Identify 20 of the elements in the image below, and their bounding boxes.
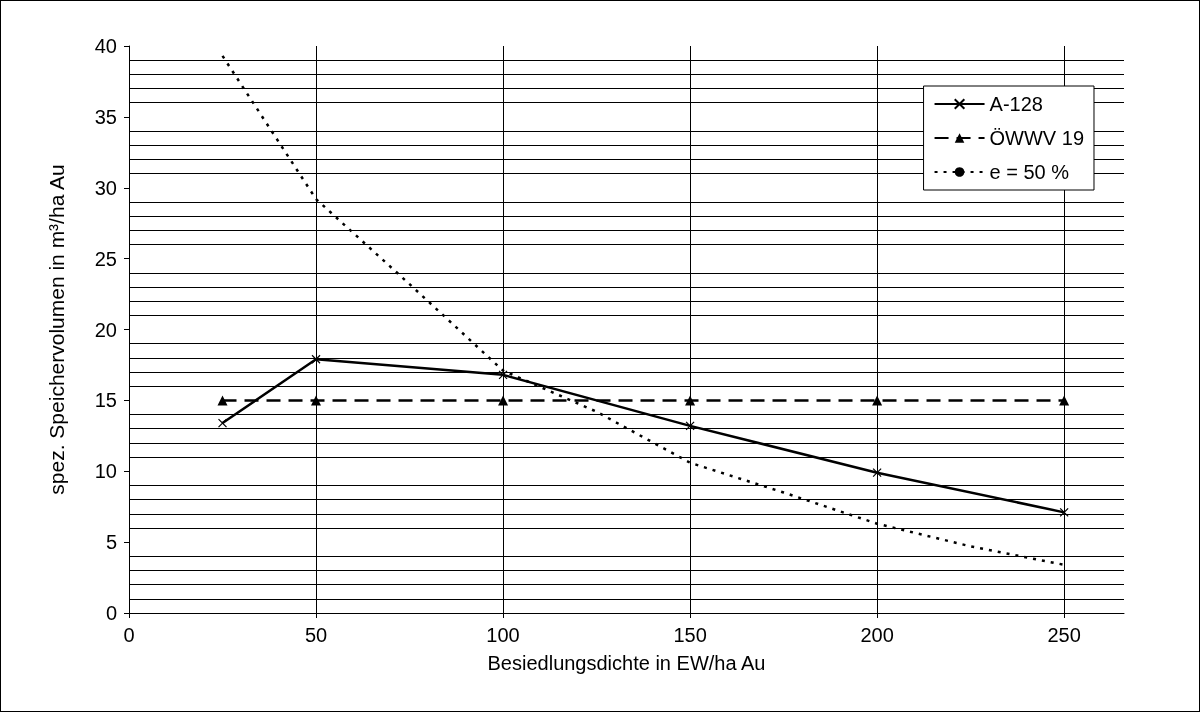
y-tick-label: 15 (94, 389, 117, 412)
y-tick-label: 10 (94, 460, 117, 483)
y-tick-label: 20 (94, 318, 117, 341)
x-axis-title: Besiedlungsdichte in EW/ha Au (487, 652, 766, 674)
y-axis-title: spez. Speichervolumen in m³/ha Au (45, 164, 68, 495)
x-tick-label: 250 (1047, 624, 1081, 646)
y-tick-label: 35 (94, 105, 117, 128)
y-tick-label: 0 (105, 602, 117, 624)
y-tick-label: 40 (94, 35, 117, 57)
legend-label: ÖWWV 19 (989, 127, 1084, 149)
x-tick-label: 50 (304, 624, 328, 646)
y-tick-label: 25 (94, 247, 117, 270)
legend-label: A-128 (989, 93, 1043, 115)
y-tick-label: 30 (94, 176, 117, 199)
legend-label: e = 50 % (989, 161, 1070, 183)
x-tick-label: 0 (123, 624, 135, 646)
y-tick-label: 5 (105, 531, 117, 554)
x-tick-label: 200 (860, 624, 894, 646)
x-tick-label: 150 (673, 624, 707, 646)
x-tick-label: 100 (486, 624, 520, 646)
